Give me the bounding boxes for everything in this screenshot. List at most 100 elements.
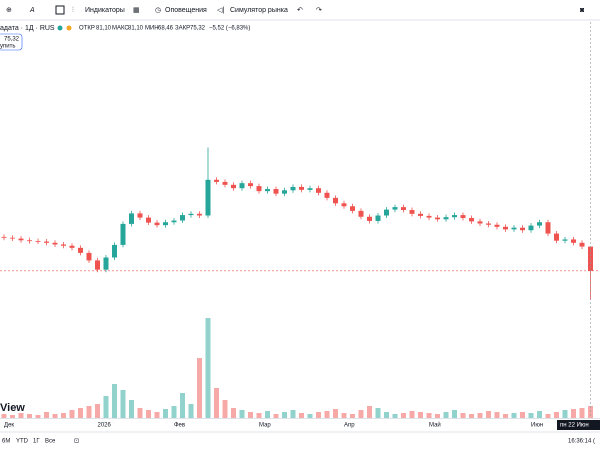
volume-bar bbox=[375, 408, 381, 418]
volume-bar bbox=[528, 413, 534, 418]
volume-bar bbox=[494, 412, 500, 418]
camera-icon[interactable]: ◙ bbox=[580, 7, 584, 14]
candle-body bbox=[494, 224, 500, 227]
ohlc-label: ОТКР bbox=[79, 26, 95, 32]
volume-bar bbox=[10, 415, 15, 418]
clock: 16:36:14 ( bbox=[568, 439, 595, 445]
volume-bar bbox=[384, 412, 389, 418]
order-button[interactable]: упить bbox=[0, 44, 15, 50]
toolbar-alerts[interactable]: Оповещения bbox=[165, 7, 207, 14]
volume-bar bbox=[469, 414, 474, 418]
candle-body bbox=[52, 242, 58, 245]
volume-bar bbox=[333, 409, 338, 418]
volume-bar bbox=[214, 388, 219, 418]
replay-icon[interactable]: ◁| bbox=[217, 7, 224, 14]
text-icon[interactable]: A bbox=[29, 7, 35, 14]
volume-bar bbox=[120, 390, 126, 418]
volume-bar bbox=[103, 396, 109, 418]
plot: Дек 2026 Фев Мар Апр Май Июн bbox=[0, 22, 600, 429]
volume-bar bbox=[154, 412, 160, 418]
range-button[interactable]: YTD bbox=[16, 439, 29, 445]
indicator-icon[interactable]: ⫶ bbox=[72, 6, 74, 14]
candle-body bbox=[358, 210, 364, 217]
ohlc-value: 68,46 bbox=[158, 26, 174, 32]
candle-body bbox=[299, 186, 304, 190]
ohlc-label: МИН bbox=[145, 26, 159, 32]
volume-bar bbox=[358, 410, 364, 418]
date-range-icon[interactable]: ⊡ bbox=[74, 439, 79, 445]
volume-bar bbox=[562, 410, 568, 418]
volume-bar bbox=[299, 413, 304, 418]
candle-body bbox=[248, 183, 253, 187]
volume-bar bbox=[61, 413, 66, 418]
undo-icon[interactable]: ↶ bbox=[297, 7, 303, 14]
candle-body bbox=[222, 181, 228, 185]
ohlc-change: −5,52 (−6,83%) bbox=[209, 26, 250, 32]
candle-body bbox=[392, 207, 398, 210]
candle-body bbox=[180, 215, 185, 221]
volume-bar bbox=[205, 318, 211, 418]
range-button[interactable]: 6М bbox=[2, 439, 10, 445]
volume-bar bbox=[188, 404, 194, 418]
volume-bar bbox=[112, 384, 117, 418]
volume-bar bbox=[460, 413, 466, 418]
ohlc-label: МАКС bbox=[112, 26, 129, 32]
data-status bbox=[66, 25, 72, 31]
candle-body bbox=[307, 188, 313, 190]
volume-bar bbox=[231, 408, 236, 418]
x-tick-label: Июн bbox=[531, 423, 543, 429]
range-button[interactable]: Все bbox=[45, 439, 56, 445]
volume-bar bbox=[163, 409, 168, 418]
candle-body bbox=[426, 215, 432, 218]
volume-bar bbox=[180, 393, 185, 418]
volume-bar bbox=[282, 412, 287, 418]
compare-icon[interactable] bbox=[55, 5, 65, 15]
volume-bar bbox=[545, 414, 551, 418]
candle-body bbox=[188, 213, 194, 216]
crosshair-box bbox=[557, 420, 600, 430]
range-button[interactable]: 1Г bbox=[33, 439, 40, 445]
candle-body bbox=[333, 197, 338, 204]
candle-body bbox=[103, 257, 109, 270]
watermark: View bbox=[0, 402, 25, 414]
volume-bar bbox=[18, 413, 24, 418]
toolbar-replay[interactable]: Симулятор рынка bbox=[230, 7, 288, 14]
order-price: 75,32 bbox=[4, 37, 20, 43]
volume-bar bbox=[401, 413, 406, 418]
volume-bar bbox=[44, 412, 49, 418]
x-tick-label: Май bbox=[429, 422, 441, 429]
candle-body bbox=[112, 244, 117, 258]
x-tick-label: Фев bbox=[174, 423, 185, 429]
candle-body bbox=[486, 223, 491, 225]
candle-body bbox=[443, 217, 449, 220]
x-tick-label: Мар bbox=[259, 423, 271, 429]
volume-bar bbox=[222, 400, 228, 418]
volume-bar bbox=[129, 400, 134, 418]
candle-body bbox=[129, 213, 134, 224]
volume-bar bbox=[316, 412, 321, 418]
candle-body bbox=[27, 240, 32, 242]
volume-bar bbox=[273, 414, 279, 418]
symbol-name[interactable]: адата · 1Д · RUS bbox=[0, 25, 55, 32]
redo-icon[interactable]: ↷ bbox=[316, 7, 322, 14]
toolbar-indicators[interactable]: Индикаторы bbox=[85, 7, 125, 14]
candle-body bbox=[503, 226, 508, 230]
crosshair-icon[interactable]: ⊕ bbox=[6, 7, 12, 14]
volume-bar bbox=[95, 404, 100, 418]
candle-body bbox=[435, 217, 440, 220]
candle-body bbox=[316, 188, 321, 193]
volume-bar bbox=[137, 408, 143, 418]
x-tick-label: Апр bbox=[344, 423, 355, 429]
templates-icon[interactable]: ▦ bbox=[133, 7, 140, 14]
candle-body bbox=[341, 203, 347, 207]
volume-bar bbox=[248, 412, 253, 418]
order-box[interactable] bbox=[0, 33, 23, 51]
candle-body bbox=[78, 247, 83, 253]
volume-bar bbox=[27, 414, 32, 418]
volume-bar bbox=[146, 410, 151, 418]
alert-icon[interactable]: ◷ bbox=[155, 7, 161, 14]
volume-bar bbox=[197, 358, 202, 418]
candle-body bbox=[401, 207, 406, 211]
candle-body bbox=[1, 236, 7, 238]
